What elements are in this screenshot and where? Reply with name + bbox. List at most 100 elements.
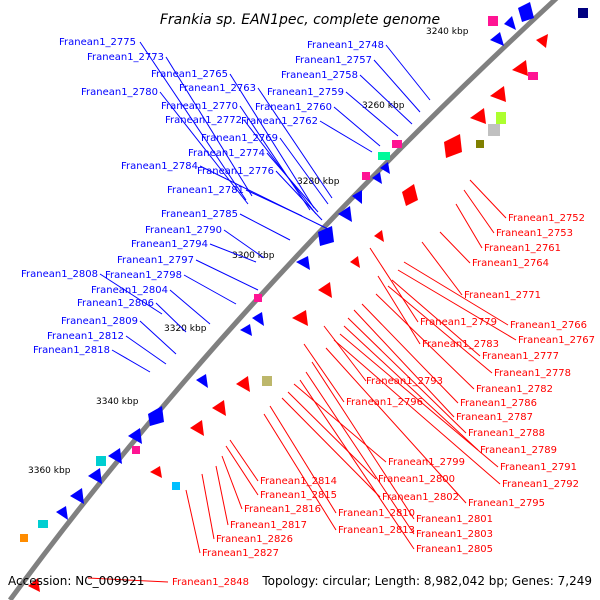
gene-label-franean1-2800[interactable]: Franean1_2800 <box>378 474 455 485</box>
gene-label-franean1-2763[interactable]: Franean1_2763 <box>179 83 256 94</box>
gene-label-franean1-2798[interactable]: Franean1_2798 <box>105 270 182 281</box>
gene-label-franean1-2789[interactable]: Franean1_2789 <box>480 445 557 456</box>
gene-label-franean1-2804[interactable]: Franean1_2804 <box>91 285 168 296</box>
gene-label-franean1-2778[interactable]: Franean1_2778 <box>494 368 571 379</box>
gene-label-franean1-2848[interactable]: Franean1_2848 <box>172 577 249 588</box>
gene-arrow <box>372 172 382 184</box>
leader-line <box>333 339 501 485</box>
leader-line <box>201 473 215 540</box>
gene-label-franean1-2752[interactable]: Franean1_2752 <box>508 213 585 224</box>
gene-label-franean1-2802[interactable]: Franean1_2802 <box>382 492 459 503</box>
gene-label-franean1-2775[interactable]: Franean1_2775 <box>59 37 136 48</box>
leader-line <box>369 247 419 323</box>
gene-label-franean1-2806[interactable]: Franean1_2806 <box>77 298 154 309</box>
accession-text: Accession: NC_009921 <box>8 574 144 588</box>
gene-label-franean1-2782[interactable]: Franean1_2782 <box>476 384 553 395</box>
gene-label-franean1-2813[interactable]: Franean1_2813 <box>338 525 415 536</box>
gene-label-franean1-2780[interactable]: Franean1_2780 <box>81 87 158 98</box>
gene-label-franean1-2791[interactable]: Franean1_2791 <box>500 462 577 473</box>
tick-label-3260: 3260 kbp <box>362 101 405 111</box>
gene-label-franean1-2786[interactable]: Franean1_2786 <box>460 398 537 409</box>
feature-block <box>476 140 484 148</box>
gene-label-franean1-2796[interactable]: Franean1_2796 <box>346 397 423 408</box>
gene-label-franean1-2808[interactable]: Franean1_2808 <box>21 269 98 280</box>
gene-label-franean1-2769[interactable]: Franean1_2769 <box>201 133 278 144</box>
gene-label-franean1-2781[interactable]: Franean1_2781 <box>167 185 244 196</box>
gene-label-franean1-2814[interactable]: Franean1_2814 <box>260 476 337 487</box>
leader-line <box>311 361 415 520</box>
leader-line <box>325 347 467 504</box>
gene-label-franean1-2748[interactable]: Franean1_2748 <box>307 40 384 51</box>
gene-label-franean1-2812[interactable]: Franean1_2812 <box>47 331 124 342</box>
gene-label-franean1-2774[interactable]: Franean1_2774 <box>188 148 265 159</box>
tick-label-3320: 3320 kbp <box>164 324 207 334</box>
gene-label-franean1-2805[interactable]: Franean1_2805 <box>416 544 493 555</box>
gene-label-franean1-2801[interactable]: Franean1_2801 <box>416 514 493 525</box>
gene-label-franean1-2787[interactable]: Franean1_2787 <box>456 412 533 423</box>
gene-label-franean1-2776[interactable]: Franean1_2776 <box>197 166 274 177</box>
gene-label-franean1-2816[interactable]: Franean1_2816 <box>244 504 321 515</box>
leader-line <box>385 44 431 101</box>
gene-label-franean1-2790[interactable]: Franean1_2790 <box>145 225 222 236</box>
tick-label-3300: 3300 kbp <box>232 251 275 261</box>
gene-arrow <box>338 206 352 222</box>
gene-label-franean1-2817[interactable]: Franean1_2817 <box>230 520 307 531</box>
gene-arrow <box>190 420 204 436</box>
leader-line <box>185 489 201 554</box>
gene-label-franean1-2793[interactable]: Franean1_2793 <box>366 376 443 387</box>
gene-arrow <box>350 256 360 268</box>
leader-line <box>99 273 163 315</box>
leader-line <box>287 391 377 480</box>
gene-arrow <box>150 466 162 478</box>
gene-arrow <box>236 376 250 392</box>
gene-label-franean1-2827[interactable]: Franean1_2827 <box>202 548 279 559</box>
gene-label-franean1-2758[interactable]: Franean1_2758 <box>281 70 358 81</box>
gene-label-franean1-2761[interactable]: Franean1_2761 <box>484 243 561 254</box>
gene-label-franean1-2797[interactable]: Franean1_2797 <box>117 255 194 266</box>
leader-line <box>305 371 415 535</box>
gene-label-franean1-2788[interactable]: Franean1_2788 <box>468 428 545 439</box>
gene-label-franean1-2771[interactable]: Franean1_2771 <box>464 290 541 301</box>
gene-label-franean1-2759[interactable]: Franean1_2759 <box>267 87 344 98</box>
leader-line <box>333 106 381 147</box>
leader-line <box>377 275 421 345</box>
gene-label-franean1-2784[interactable]: Franean1_2784 <box>121 161 198 172</box>
feature-block <box>96 456 106 466</box>
gene-label-franean1-2809[interactable]: Franean1_2809 <box>61 316 138 327</box>
leader-line <box>319 120 373 153</box>
gene-label-franean1-2818[interactable]: Franean1_2818 <box>33 345 110 356</box>
gene-label-franean1-2772[interactable]: Franean1_2772 <box>165 115 242 126</box>
gene-label-franean1-2762[interactable]: Franean1_2762 <box>241 116 318 127</box>
gene-label-franean1-2795[interactable]: Franean1_2795 <box>468 498 545 509</box>
gene-label-franean1-2779[interactable]: Franean1_2779 <box>420 317 497 328</box>
gene-label-franean1-2767[interactable]: Franean1_2767 <box>518 335 595 346</box>
gene-arrow <box>56 506 68 520</box>
feature-block <box>362 172 370 180</box>
gene-label-franean1-2794[interactable]: Franean1_2794 <box>131 239 208 250</box>
gene-label-franean1-2799[interactable]: Franean1_2799 <box>388 457 465 468</box>
feature-block <box>488 16 498 26</box>
gene-label-franean1-2826[interactable]: Franean1_2826 <box>216 534 293 545</box>
gene-label-franean1-2766[interactable]: Franean1_2766 <box>510 320 587 331</box>
forward-gene-labels: Franean1_2775 Franean1_2773 Franean1_276… <box>21 37 384 356</box>
gene-label-franean1-2765[interactable]: Franean1_2765 <box>151 69 228 80</box>
gene-label-franean1-2773[interactable]: Franean1_2773 <box>87 52 164 63</box>
gene-label-franean1-2810[interactable]: Franean1_2810 <box>338 508 415 519</box>
gene-label-franean1-2792[interactable]: Franean1_2792 <box>502 479 579 490</box>
gene-label-franean1-2753[interactable]: Franean1_2753 <box>496 228 573 239</box>
gene-label-franean1-2783[interactable]: Franean1_2783 <box>422 339 499 350</box>
gene-label-franean1-2760[interactable]: Franean1_2760 <box>255 102 332 113</box>
feature-block <box>20 534 28 542</box>
gene-label-franean1-2777[interactable]: Franean1_2777 <box>482 351 559 362</box>
misc-features <box>20 8 588 542</box>
leader-line <box>245 189 303 217</box>
gene-label-franean1-2764[interactable]: Franean1_2764 <box>472 258 549 269</box>
gene-label-franean1-2757[interactable]: Franean1_2757 <box>295 55 372 66</box>
gene-label-franean1-2770[interactable]: Franean1_2770 <box>161 101 238 112</box>
feature-block <box>496 112 506 124</box>
leader-line <box>269 405 337 514</box>
gene-label-franean1-2803[interactable]: Franean1_2803 <box>416 529 493 540</box>
gene-label-franean1-2815[interactable]: Franean1_2815 <box>260 490 337 501</box>
leader-line <box>263 413 337 531</box>
gene-label-franean1-2785[interactable]: Franean1_2785 <box>161 209 238 220</box>
